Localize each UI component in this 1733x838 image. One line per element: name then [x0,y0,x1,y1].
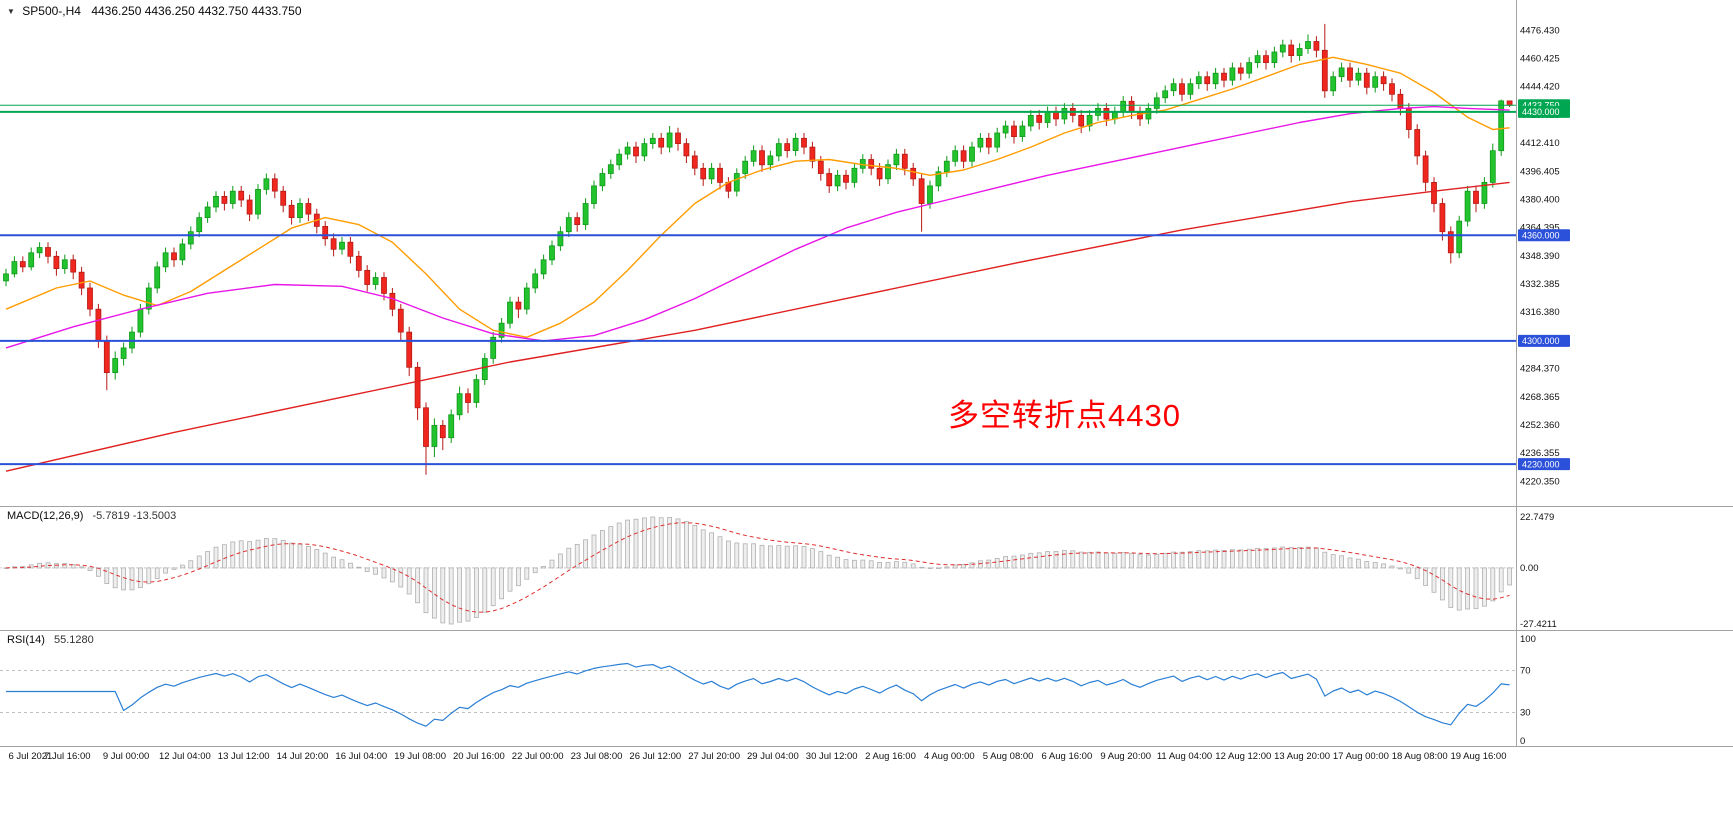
ohlc-values-label: 4436.250 4436.250 4432.750 4433.750 [91,4,302,18]
chevron-down-icon: ▼ [7,7,15,16]
rsi-panel: 100 70 30 0 RSI(14) 55.1280 [0,630,1733,747]
time-label: 30 Jul 12:00 [805,751,858,762]
macd-axis-label: 0.00 [1520,563,1539,574]
macd-label: MACD(12,26,9) [7,510,84,522]
time-label: 5 Aug 08:00 [982,751,1034,762]
price-badge-label: 4360.000 [1522,230,1560,240]
macd-axis-label: 22.7479 [1520,512,1554,523]
price-badge [1518,105,1570,118]
rsi-axis-label: 0 [1520,736,1525,747]
price-axis-label: 4220.350 [1520,476,1560,487]
chart-annotation-text[interactable]: 多空转折点4430 [948,398,1181,433]
time-label: 22 Jul 00:00 [511,751,564,762]
price-badge [1518,229,1570,242]
candles-layer[interactable] [3,23,1513,475]
rsi-chart[interactable]: 100 70 30 0 [0,631,1733,747]
price-axis-label: 4380.400 [1520,195,1560,206]
time-axis: 6 Jul 2021 7 Jul 16:00 9 Jul 00:00 12 Jul 0… [0,746,1733,770]
time-label: 26 Jul 12:00 [629,751,682,762]
time-label: 9 Jul 00:00 [102,751,150,762]
time-label: 13 Jul 12:00 [217,751,270,762]
time-label: 23 Jul 08:00 [570,751,623,762]
time-label: 20 Jul 16:00 [453,751,505,762]
price-axis-label: 4444.420 [1520,82,1560,93]
rsi-line[interactable] [6,662,1510,727]
price-axis-label: 4348.390 [1520,251,1560,262]
price-badge-label: 4230.000 [1522,459,1560,469]
price-axis-label: 4364.395 [1520,223,1560,234]
price-axis-label: 4268.365 [1520,392,1560,403]
time-label: 16 Jul 04:00 [335,751,388,762]
time-label: 17 Aug 00:00 [1332,751,1389,762]
rsi-value: 55.1280 [53,634,94,646]
ma-slow-red-line[interactable] [5,181,1510,472]
price-badge [1518,334,1570,347]
macd-histogram-layer[interactable] [3,516,1512,625]
price-badge-label: 4433.750 [1522,101,1560,111]
price-badge-label: 4430.000 [1522,107,1560,117]
time-label: 6 Jul 2021 [8,751,53,762]
time-label: 6 Aug 16:00 [1041,751,1093,762]
rsi-axis-label: 30 [1520,708,1531,719]
price-axis-label: 4396.405 [1520,166,1560,177]
macd-chart[interactable]: 22.7479 0.00 -27.4211 [0,507,1733,631]
macd-panel: 22.7479 0.00 -27.4211 MACD(12,26,9) -5.781… [0,506,1733,630]
rsi-header: RSI(14) 55.1280 [7,634,94,646]
price-axis-label: 4412.410 [1520,138,1560,149]
price-badge [1518,458,1570,471]
time-label: 18 Aug 08:00 [1391,751,1448,762]
price-axis-label: 4284.370 [1520,364,1560,375]
rsi-label: RSI(14) [7,634,45,646]
price-axis-label: 4332.385 [1520,279,1560,290]
time-label: 19 Jul 08:00 [394,751,446,762]
time-label: 12 Aug 12:00 [1215,751,1272,762]
symbol-timeframe-label: SP500-,H4 [22,4,81,18]
ma-fast-orange-line[interactable] [5,56,1510,338]
rsi-axis-label: 70 [1520,666,1531,677]
rsi-axis-label: 100 [1520,634,1536,645]
time-label: 27 Jul 20:00 [688,751,740,762]
ma-medium-magenta-line[interactable] [5,105,1510,349]
time-label: 9 Aug 20:00 [1100,751,1152,762]
macd-values: -5.7819 -13.5003 [92,510,177,522]
main-chart[interactable]: 4476.4304460.4254444.4204428.4154412.410… [0,0,1733,506]
price-axis-label: 4252.360 [1520,420,1560,431]
time-label: 11 Aug 04:00 [1156,751,1213,762]
macd-header: MACD(12,26,9) -5.7819 -13.5003 [7,510,176,522]
time-label: 14 Jul 20:00 [276,751,329,762]
macd-axis-label: -27.4211 [1520,619,1557,630]
price-axis-label: 4316.380 [1520,307,1560,318]
price-axis-label: 4460.425 [1520,54,1560,65]
time-label: 2 Aug 16:00 [865,751,916,762]
macd-signal-line[interactable] [5,522,1510,613]
time-label: 7 Jul 16:00 [44,751,91,762]
main-chart-panel: 4476.4304460.4254444.4204428.4154412.410… [0,0,1733,506]
time-label: 19 Aug 16:00 [1450,751,1507,762]
price-axis-separator [1516,0,1517,746]
symbol-header: ▼ SP500-,H4 4436.250 4436.250 4432.750 4… [7,4,302,18]
time-label: 4 Aug 00:00 [923,751,975,762]
price-axis-label: 4236.355 [1520,448,1560,459]
time-label: 12 Jul 04:00 [159,751,211,762]
price-badge-label: 4300.000 [1522,336,1560,346]
time-label: 13 Aug 20:00 [1274,751,1331,762]
price-axis-label: 4476.430 [1520,25,1560,36]
time-label: 29 Jul 04:00 [747,751,799,762]
